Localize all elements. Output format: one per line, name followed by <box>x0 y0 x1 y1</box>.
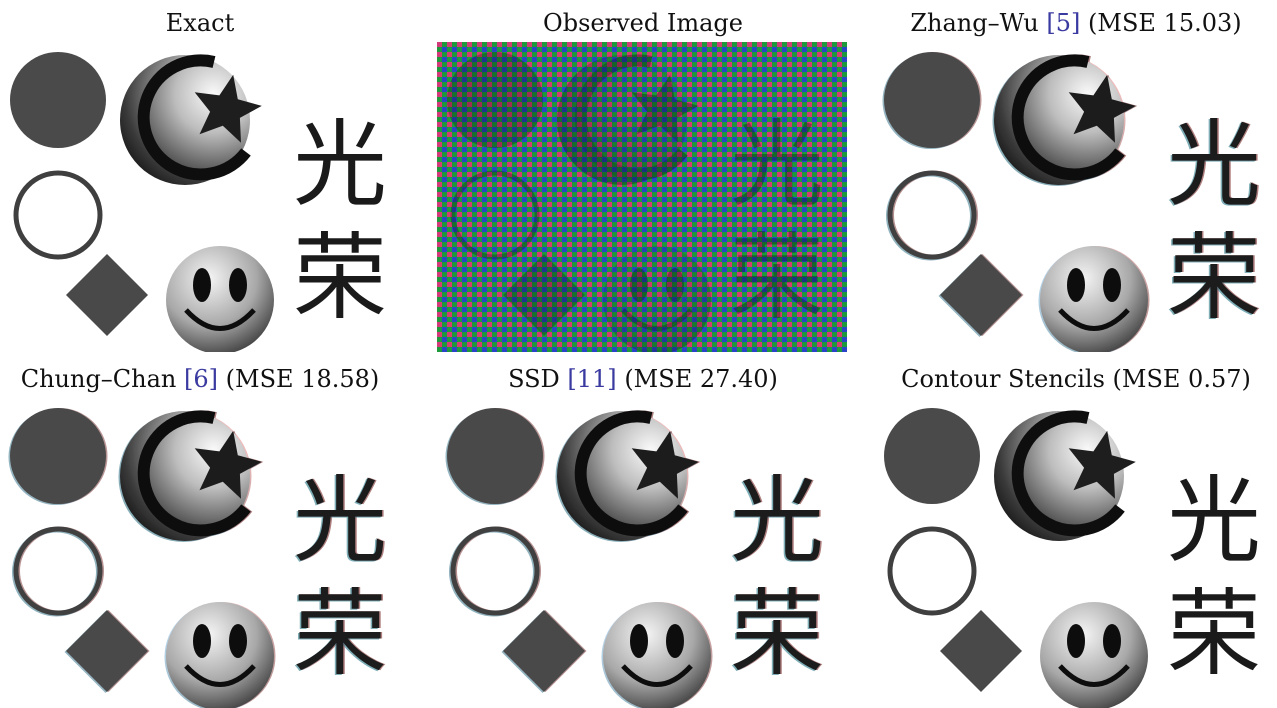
ring <box>450 526 540 616</box>
caption-chung-chan: Chung–Chan [6] (MSE 18.58) <box>20 365 380 393</box>
filled-circle <box>884 408 980 504</box>
smiley-face <box>603 602 711 708</box>
panel-observed: 光 荣 <box>437 42 847 352</box>
filled-circle <box>10 52 106 148</box>
hanzi-guang: 光 <box>1167 111 1261 220</box>
caption-zhang-wu: Zhang–Wu [5] (MSE 15.03) <box>910 9 1242 37</box>
panel-chung-chan: 光 荣 <box>0 398 410 708</box>
diamond <box>939 253 1023 337</box>
smiley-face <box>166 246 274 352</box>
diamond <box>65 253 149 337</box>
ring <box>887 170 977 260</box>
ring <box>887 526 977 616</box>
caption-ssd: SSD [11] (MSE 27.40) <box>508 365 778 393</box>
hanzi-rong: 荣 <box>293 224 387 333</box>
hanzi-rong: 荣 <box>1167 224 1261 333</box>
filled-circle <box>447 408 543 504</box>
panel-exact: 光 荣 <box>0 42 410 352</box>
moon-star-ball <box>994 54 1136 185</box>
hanzi-guang: 光 <box>293 111 387 220</box>
diamond <box>939 609 1023 693</box>
diamond <box>502 609 586 693</box>
caption-exact: Exact <box>165 9 235 37</box>
caption-observed: Observed Image <box>543 9 743 37</box>
hanzi-guang: 光 <box>1167 467 1261 576</box>
hanzi-guang: 光 <box>730 467 824 576</box>
moon-star-ball <box>557 410 699 541</box>
moon-star-ball <box>120 54 262 185</box>
panel-zhang-wu: 光 荣 <box>874 42 1277 352</box>
ring <box>13 526 103 616</box>
hanzi-guang: 光 <box>293 467 387 576</box>
filled-circle <box>884 52 980 148</box>
caption-contour-stencils: Contour Stencils (MSE 0.57) <box>901 365 1251 393</box>
ring <box>13 170 103 260</box>
hanzi-rong: 荣 <box>730 580 824 689</box>
panel-ssd: 光 荣 <box>437 398 847 708</box>
hanzi-rong: 荣 <box>1167 580 1261 689</box>
smiley-face <box>166 602 274 708</box>
smiley-face <box>1040 602 1148 708</box>
moon-star-ball <box>120 410 262 541</box>
smiley-face <box>1040 246 1148 352</box>
hanzi-rong: 荣 <box>293 580 387 689</box>
moon-star-ball <box>994 410 1136 541</box>
diamond <box>65 609 149 693</box>
panel-contour-stencils: 光 荣 <box>874 398 1277 708</box>
filled-circle <box>10 408 106 504</box>
